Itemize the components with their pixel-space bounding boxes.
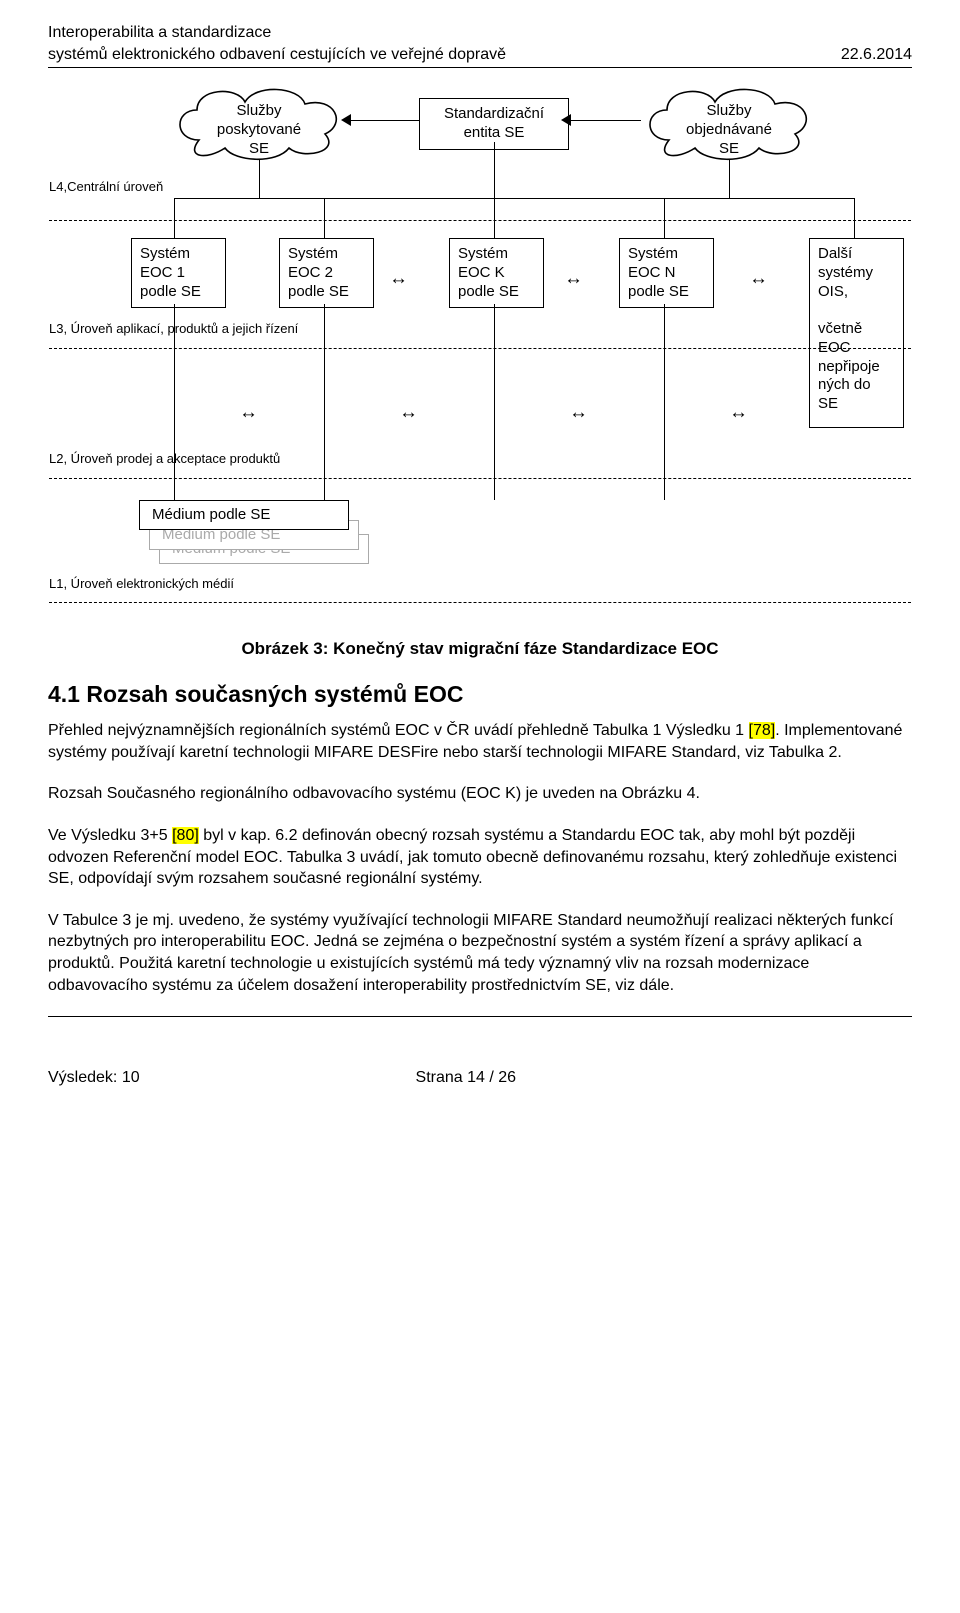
center-box-l2: entita SE	[464, 124, 525, 141]
page-header: Interoperabilita a standardizace systémů…	[48, 22, 912, 65]
footer-center: Strana 14 / 26	[416, 1067, 517, 1089]
dash-l2l1	[49, 478, 911, 479]
cloud-right-l3: SE	[719, 140, 739, 157]
footer-left: Výsledek: 10	[48, 1067, 140, 1089]
system-2: Systém EOC 2 podle SE	[279, 238, 374, 308]
footer-rule	[48, 1016, 912, 1017]
v-s4	[664, 198, 665, 238]
paragraph-1: Přehled nejvýznamnějších regionálních sy…	[48, 720, 912, 763]
section-heading: 4.1 Rozsah současných systémů EOC	[48, 679, 912, 710]
level1-label: L1, Úroveň elektronických médií	[49, 575, 234, 593]
cloud-right: Služby objednávané SE	[639, 80, 819, 162]
dash-l4l3	[49, 220, 911, 221]
system-1: Systém EOC 1 podle SE	[131, 238, 226, 308]
conn-cloud-left	[347, 120, 419, 121]
darrow-l2-2k: ↔	[399, 400, 418, 426]
v-s3	[494, 198, 495, 238]
v-s2	[324, 198, 325, 238]
ref-80: [80]	[172, 827, 199, 844]
paragraph-4: V Tabulce 3 je mj. uvedeno, že systémy v…	[48, 910, 912, 996]
v-s3b	[494, 304, 495, 500]
cloud-right-l1: Služby	[706, 102, 751, 119]
page-footer: Výsledek: 10 Strana 14 / 26	[48, 1067, 912, 1089]
v-s5	[854, 198, 855, 238]
v-s1b	[174, 304, 175, 500]
darrow-2-k: ↔	[389, 266, 408, 292]
v-s1	[174, 198, 175, 238]
cloud-right-l2: objednávané	[686, 121, 772, 138]
header-date: 22.6.2014	[841, 44, 912, 66]
header-line2: systémů elektronického odbavení cestujíc…	[48, 46, 506, 63]
v-center	[494, 142, 495, 198]
darrow-n-o: ↔	[749, 266, 768, 292]
v-s4b	[664, 304, 665, 500]
header-line1: Interoperabilita a standardizace	[48, 24, 271, 41]
darrow-k-n: ↔	[564, 266, 583, 292]
cloud-left-l2: poskytované	[217, 121, 301, 138]
arrow-right-in	[561, 114, 571, 126]
level4-label: L4,Centrální úroveň	[49, 178, 163, 196]
ref-78: [78]	[749, 722, 776, 739]
dash-l3l2	[49, 348, 911, 349]
page: Interoperabilita a standardizace systémů…	[0, 0, 960, 1119]
cloud-left: Služby poskytované SE	[169, 80, 349, 162]
darrow-l2-no: ↔	[729, 400, 748, 426]
center-box-l1: Standardizační	[444, 105, 544, 122]
system-other: Další systémy OIS, včetně EOC nepřipoje …	[809, 238, 904, 428]
paragraph-3: Ve Výsledku 3+5 [80] byl v kap. 6.2 defi…	[48, 825, 912, 890]
darrow-l2-kn: ↔	[569, 400, 588, 426]
v-s2b	[324, 304, 325, 500]
dash-l1bottom	[49, 602, 911, 603]
v-cloud-left	[259, 160, 260, 198]
architecture-diagram: Služby poskytované SE Standardizační ent…	[49, 80, 911, 620]
medium-box: Médium podle SE	[139, 500, 349, 530]
cloud-left-l3: SE	[249, 140, 269, 157]
paragraph-2: Rozsah Současného regionálního odbavovac…	[48, 783, 912, 805]
darrow-l2-12: ↔	[239, 400, 258, 426]
figure-caption: Obrázek 3: Konečný stav migrační fáze St…	[48, 638, 912, 661]
header-title: Interoperabilita a standardizace systémů…	[48, 22, 506, 65]
conn-cloud-right	[569, 120, 641, 121]
v-cloud-right	[729, 160, 730, 198]
system-n: Systém EOC N podle SE	[619, 238, 714, 308]
header-rule	[48, 67, 912, 68]
system-k: Systém EOC K podle SE	[449, 238, 544, 308]
cloud-left-l1: Služby	[236, 102, 281, 119]
l4-bus	[174, 198, 854, 199]
level2-label: L2, Úroveň prodej a akceptace produktů	[49, 450, 280, 468]
